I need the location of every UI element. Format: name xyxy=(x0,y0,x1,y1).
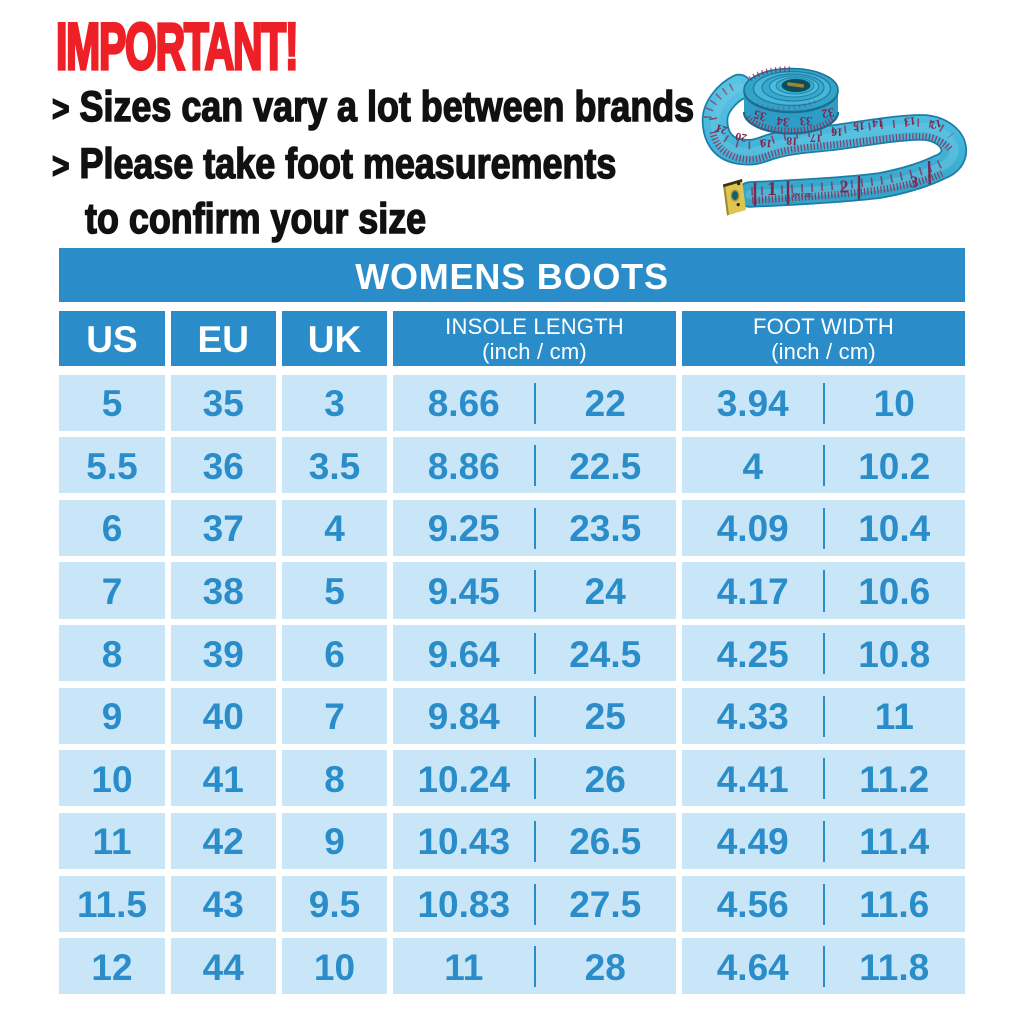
svg-text:3: 3 xyxy=(910,173,919,192)
svg-text:2: 2 xyxy=(840,177,849,197)
svg-text:INCH: INCH xyxy=(793,192,812,199)
svg-text:33: 33 xyxy=(800,114,813,128)
svg-text:1: 1 xyxy=(767,178,777,200)
svg-text:32: 32 xyxy=(821,105,836,121)
svg-text:20: 20 xyxy=(734,129,748,143)
svg-text:14: 14 xyxy=(871,116,884,129)
svg-text:18: 18 xyxy=(786,134,799,147)
svg-text:35: 35 xyxy=(752,107,768,124)
svg-text:19: 19 xyxy=(759,136,772,150)
svg-text:15: 15 xyxy=(853,119,865,131)
svg-text:34: 34 xyxy=(775,114,790,130)
svg-text:21: 21 xyxy=(714,121,729,136)
svg-text:16: 16 xyxy=(831,126,843,138)
svg-text:12: 12 xyxy=(928,116,942,130)
svg-text:13: 13 xyxy=(903,114,916,127)
svg-text:17: 17 xyxy=(810,131,822,143)
